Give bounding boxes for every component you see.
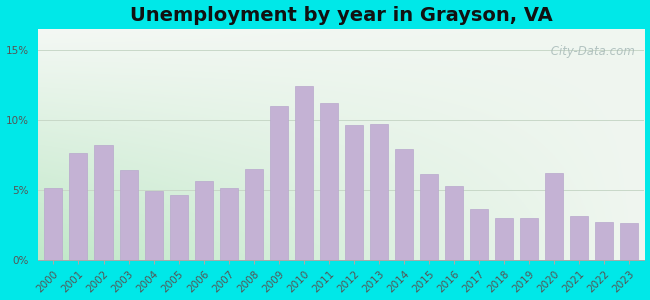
Bar: [94, 145, 112, 260]
Bar: [245, 169, 263, 260]
Bar: [420, 174, 438, 260]
Bar: [445, 186, 463, 260]
Bar: [144, 191, 162, 260]
Bar: [545, 173, 564, 260]
Title: Unemployment by year in Grayson, VA: Unemployment by year in Grayson, VA: [130, 6, 552, 25]
Bar: [520, 218, 538, 260]
Bar: [295, 86, 313, 260]
Bar: [70, 153, 88, 260]
Bar: [120, 170, 138, 260]
Bar: [44, 188, 62, 260]
Bar: [170, 195, 188, 260]
Bar: [194, 182, 213, 260]
Bar: [470, 209, 488, 260]
Bar: [220, 188, 238, 260]
Bar: [320, 103, 338, 260]
Bar: [570, 216, 588, 260]
Bar: [345, 125, 363, 260]
Bar: [370, 124, 388, 260]
Bar: [270, 106, 288, 260]
Bar: [495, 218, 514, 260]
Text: City-Data.com: City-Data.com: [547, 45, 635, 58]
Bar: [620, 223, 638, 260]
Bar: [595, 222, 614, 260]
Bar: [395, 149, 413, 260]
